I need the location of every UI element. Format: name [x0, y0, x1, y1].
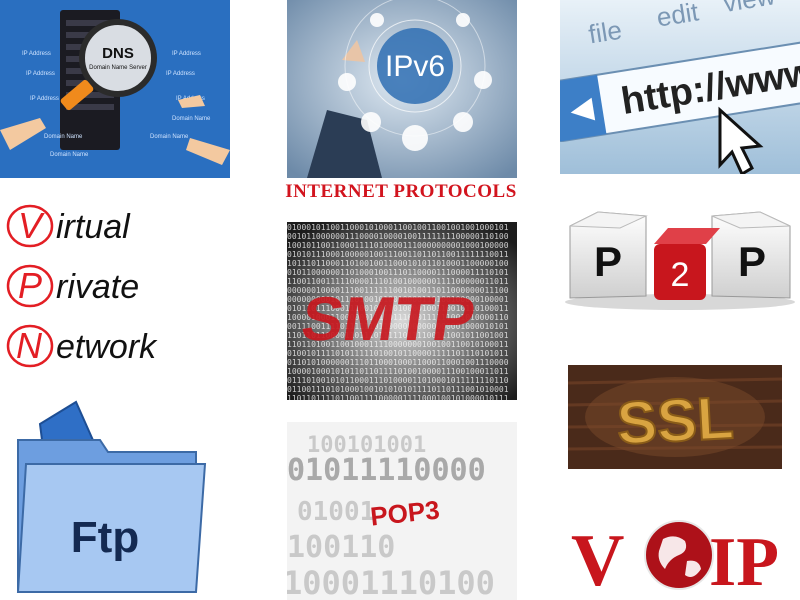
smtp-binary-illustration: 0100010110011000101000110010011001001001… — [287, 222, 517, 400]
pop3-binary-illustration: 100101001 01011110000 01001 100110 10001… — [287, 422, 517, 600]
dns-label: DNS — [102, 45, 134, 62]
smtp-tile: 0100010110011000101000110010011001001001… — [287, 222, 517, 400]
binary-row: 1001011001100011110100001110000000001000… — [287, 241, 509, 250]
binary-row: 0100010110011000101000110010011001001001… — [287, 223, 509, 232]
smtp-label: SMTP — [297, 285, 479, 354]
domain-name-label: Domain Name — [50, 152, 89, 158]
ipv6-tile: IPv6 — [287, 0, 517, 178]
printer-icon — [370, 13, 384, 27]
binary-row: 0000000001011101001010010000110100100000… — [287, 295, 509, 304]
binary-row: 0110011101010001001010101011110110111001… — [287, 385, 509, 394]
binary-row: 0011100111101111110110000000000000001000… — [287, 322, 509, 331]
binary-row: 1000010001010110110111101001000011100100… — [287, 367, 509, 376]
binary-row: 1101101001100100011110000000100100110010… — [287, 340, 509, 349]
vpn-letter-n: N — [16, 325, 43, 366]
network-icon — [361, 112, 381, 132]
ftp-folder-illustration: Ftp — [16, 400, 207, 593]
domain-name-label: Domain Name — [172, 116, 211, 122]
vpn-tile: V P N irtual rivate etwork — [0, 190, 215, 390]
svg-text:01011110000: 01011110000 — [287, 453, 486, 488]
p2p-left-letter: P — [594, 238, 622, 285]
ssl-label: SSL — [615, 384, 735, 457]
ip-address-label: IP Address — [26, 71, 55, 77]
http-browser-illustration: file edit view ◀ http://www. — [560, 0, 800, 174]
dns-sublabel: Domain Name Server — [89, 65, 147, 71]
voip-tile: V IP — [567, 503, 782, 600]
p2p-tile: P 2 P — [560, 198, 800, 310]
binary-row: 0101101110001110010111010000100110010110… — [287, 304, 509, 313]
voip-letters-ip: IP — [709, 524, 779, 600]
globe-icon — [644, 520, 714, 590]
svg-text:10001110100: 10001110100 — [287, 564, 495, 600]
voip-letter-v: V — [571, 520, 624, 600]
binary-row: 0100101111010111110100101100001111101110… — [287, 349, 509, 358]
binary-row: 1011101100011010010011000101011010001100… — [287, 259, 509, 268]
ssl-wood-illustration: SSL — [568, 365, 782, 469]
vpn-illustration: V P N irtual rivate etwork — [6, 204, 158, 368]
die-left — [569, 211, 648, 299]
vpn-letter-p: P — [18, 265, 42, 306]
p2p-dice-illustration: P 2 P — [560, 198, 800, 310]
binary-row: 1100110011111000011101001000000111100000… — [287, 277, 509, 286]
vpn-word-private: rivate — [56, 268, 139, 306]
pointing-hand-icon — [0, 95, 230, 165]
ipv6-label: IPv6 — [385, 50, 445, 83]
binary-row: 1101101111011001111000001111000100101000… — [287, 394, 509, 400]
p2p-right-letter: P — [738, 238, 766, 285]
die-middle — [654, 228, 720, 300]
network-icon — [338, 73, 356, 91]
menu-file: file — [586, 15, 624, 50]
page-title: INTERNET PROTOCOLS — [285, 181, 517, 202]
binary-row: 1101101100001101110111110111100111001011… — [287, 331, 509, 340]
die-right — [711, 211, 791, 299]
monitor-icon — [456, 13, 470, 27]
ip-address-label: IP Address — [22, 51, 51, 57]
ip-address-label: IP Address — [166, 71, 195, 77]
network-icon — [453, 112, 473, 132]
ftp-tile: Ftp — [0, 400, 215, 600]
http-tile: file edit view ◀ http://www. — [560, 0, 800, 174]
svg-text:100101001: 100101001 — [307, 433, 426, 458]
dns-illustration: DNS Domain Name Server IP Address IP Add… — [0, 0, 230, 178]
ipv6-illustration: IPv6 — [287, 0, 517, 178]
domain-name-label: Domain Name — [150, 134, 189, 140]
binary-row: 0110101000000111011000100011000110001001… — [287, 358, 509, 367]
svg-text:01011110000: 01011110000 — [287, 453, 486, 488]
svg-text:100110: 100110 — [287, 530, 395, 565]
p2p-middle-number: 2 — [671, 256, 690, 294]
binary-row: 0101011100010000010011100110110110011111… — [287, 250, 509, 259]
vpn-word-network: etwork — [56, 328, 158, 366]
cloud-server-icon — [402, 125, 428, 151]
binary-row: 1000010001100000011110111000111111001010… — [287, 313, 509, 322]
svg-text:01001: 01001 — [297, 497, 375, 527]
binary-row: 0101100000011010001001110110000111000011… — [287, 268, 509, 277]
binary-row: 0000001000011100111111001010011011000000… — [287, 286, 509, 295]
cursor-arrow-icon — [718, 106, 764, 174]
voip-illustration: V IP — [571, 520, 779, 600]
pop3-tile: 100101001 01011110000 01001 100110 10001… — [287, 422, 517, 600]
domain-name-label: Domain Name — [44, 134, 83, 140]
pop3-label: POP3 — [369, 494, 441, 531]
vpn-word-virtual: irtual — [56, 208, 131, 246]
network-icon — [474, 71, 492, 89]
vpn-letter-v: V — [18, 205, 45, 246]
binary-row: 0010110000001110000100001001111111100000… — [287, 232, 509, 241]
ssl-tile: SSL — [568, 365, 782, 469]
ip-address-label: IP Address — [172, 51, 201, 57]
ftp-label: Ftp — [71, 513, 139, 562]
back-arrow-icon: ◀ — [568, 91, 596, 127]
dns-tile: DNS Domain Name Server IP Address IP Add… — [0, 0, 230, 178]
folder-front — [16, 463, 207, 593]
ip-address-label: IP Address — [30, 96, 59, 102]
binary-row: 0111010010101100011101000011010001011111… — [287, 376, 509, 385]
